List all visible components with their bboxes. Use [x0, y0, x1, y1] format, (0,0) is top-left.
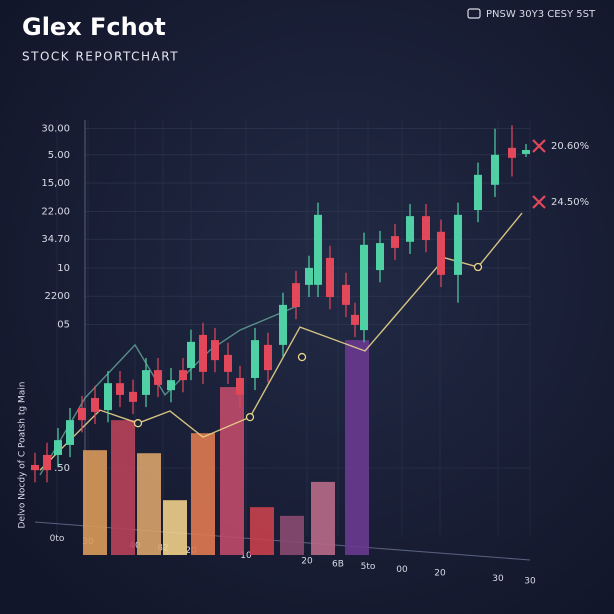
candle-body — [279, 304, 287, 345]
candle-body — [508, 147, 516, 158]
annotation: 24.50% — [551, 197, 589, 208]
candle-body — [522, 150, 530, 154]
x-tick-label: 30 — [492, 574, 504, 584]
x-tick-label: 10 — [240, 551, 252, 561]
candle-body — [129, 391, 137, 402]
candle-body — [78, 407, 86, 421]
candle-body — [360, 244, 368, 331]
candle-body — [43, 454, 51, 471]
y-tick-label: 30.00 — [41, 124, 70, 135]
candle-body — [91, 397, 99, 412]
candle-body — [342, 284, 350, 305]
candle-body — [199, 334, 207, 372]
bar — [137, 453, 161, 555]
candle-body — [292, 283, 300, 308]
candle-body — [391, 236, 399, 248]
x-tick-label: 20 — [301, 557, 313, 567]
candle-body — [454, 214, 462, 275]
candle-body — [104, 383, 112, 411]
y-tick-label: 10 — [57, 263, 70, 274]
point-marker — [297, 352, 307, 362]
candle-body — [376, 243, 384, 271]
candle-body — [211, 340, 219, 361]
candle-body — [437, 231, 445, 275]
bar — [345, 340, 369, 555]
x-tick-label: 0to — [50, 534, 65, 544]
candle-body — [314, 214, 322, 285]
point-marker — [473, 262, 483, 272]
candle-body — [264, 344, 272, 371]
candle-body — [236, 377, 244, 395]
x-tick-label: 6B — [332, 559, 344, 569]
y-tick-label: .50 — [54, 463, 70, 474]
candle-body — [251, 340, 259, 378]
y-tick-label: 05 — [57, 319, 70, 330]
trend-line — [39, 304, 301, 476]
candle-body — [66, 420, 74, 445]
candle-body — [305, 267, 313, 285]
y-tick-label: 15,00 — [41, 178, 70, 189]
candle-body — [224, 354, 232, 372]
annotation-marker — [532, 139, 546, 153]
candle-body — [422, 216, 430, 241]
y-tick-label: 34.70 — [41, 234, 70, 245]
bar — [280, 515, 304, 555]
x-tick-label: 5to — [361, 562, 376, 572]
candle-body — [116, 383, 124, 395]
bar — [191, 433, 215, 555]
chart-subtitle: STOCK REPORTCHART — [22, 50, 179, 64]
candle-body — [142, 370, 150, 395]
bar — [111, 420, 135, 555]
candle-body — [406, 216, 414, 242]
point-marker — [245, 412, 255, 422]
bar — [220, 387, 244, 555]
candle-body — [474, 174, 482, 211]
candle-body — [351, 314, 359, 325]
legend-label: PNSW 30Y3 CESY 5ST — [486, 9, 596, 20]
bar — [163, 500, 187, 555]
candle-body — [167, 380, 175, 391]
candle-body — [31, 464, 39, 471]
candle-body — [326, 257, 334, 298]
bar — [311, 481, 335, 555]
annotation: 20.60% — [551, 141, 589, 152]
x-tick-label: 20 — [434, 569, 446, 579]
x-tick-label: 30 — [524, 577, 536, 587]
candle-body — [491, 154, 499, 185]
y-tick-label: 22.00 — [41, 206, 70, 217]
chart-title: Glex Fchot — [22, 13, 166, 41]
annotation-marker — [532, 195, 546, 209]
plot-area: 30.005.0015,0022.0034.7010220005.500to30… — [31, 120, 589, 587]
x-tick-label: 00 — [396, 565, 408, 575]
x-tick-label: 40 — [129, 541, 141, 551]
point-marker — [133, 419, 143, 428]
legend-icon — [467, 8, 481, 19]
y-axis-label: Delvo Nocdy of C Poatsh tg Main — [18, 382, 28, 529]
y-tick-label: 5.00 — [48, 150, 70, 161]
candle-body — [187, 341, 195, 368]
candle-body — [179, 370, 187, 381]
candle-body — [154, 370, 162, 385]
bar — [83, 450, 107, 555]
bar — [250, 507, 274, 555]
candle-body — [54, 440, 62, 455]
